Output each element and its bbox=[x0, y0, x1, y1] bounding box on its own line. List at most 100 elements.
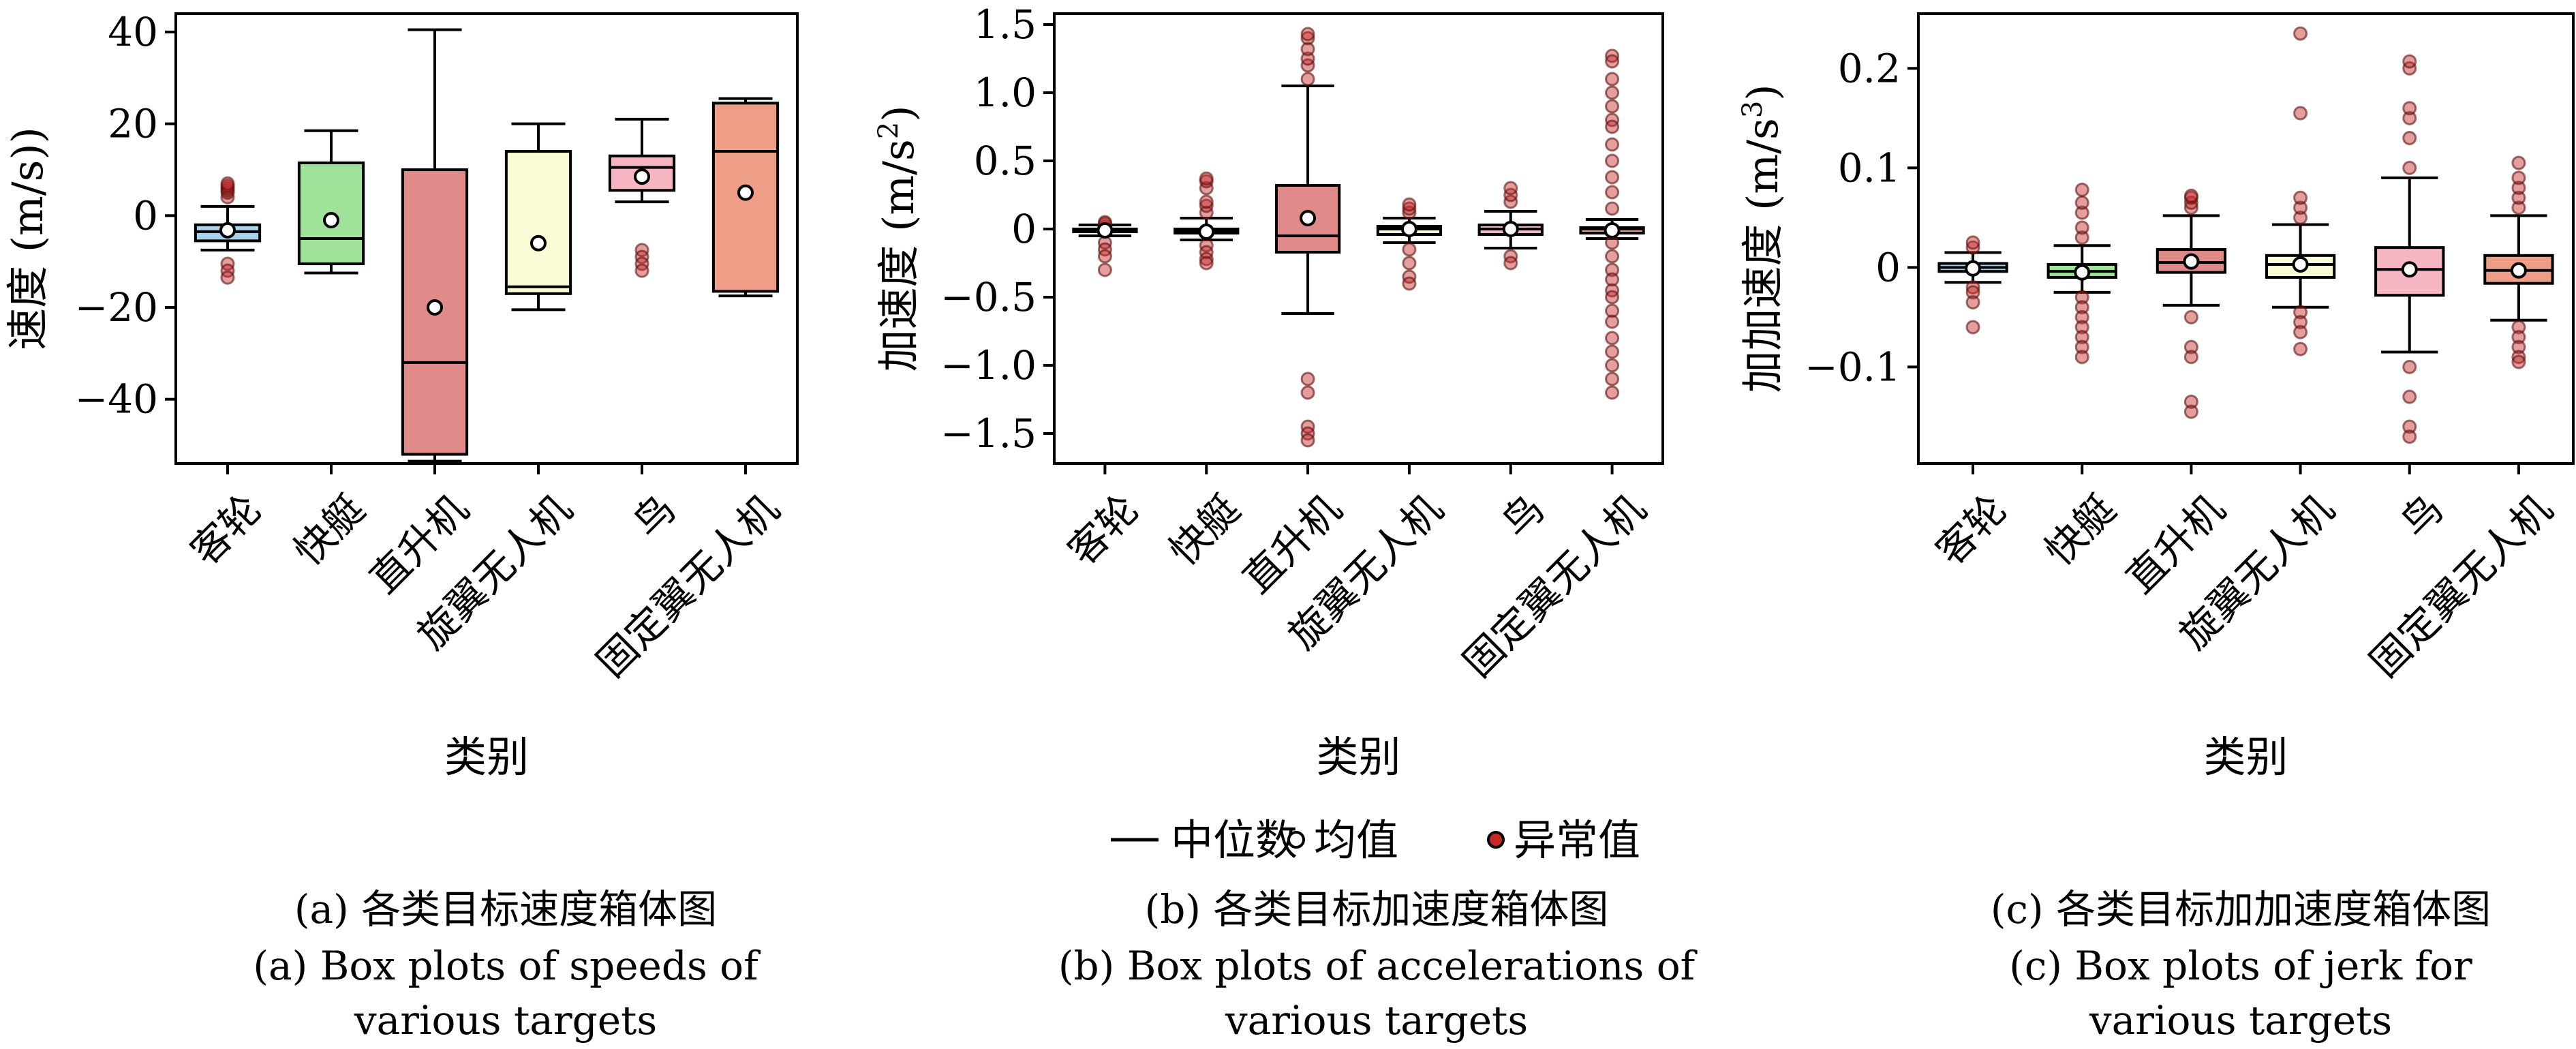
outlier-point bbox=[1402, 256, 1417, 271]
outlier-point bbox=[1605, 185, 1620, 200]
outlier-point bbox=[1965, 294, 1980, 309]
outlier-point bbox=[2293, 324, 2308, 339]
box-5 bbox=[2374, 54, 2445, 444]
legend-outlier-marker bbox=[1487, 831, 1505, 849]
outlier-point bbox=[1605, 262, 1620, 277]
outlier-point bbox=[1605, 385, 1620, 400]
x-category-label: 固定翼无人机 bbox=[587, 485, 788, 686]
outlier-point bbox=[2511, 155, 2526, 170]
x-category-label: 快艇 bbox=[285, 485, 373, 574]
outlier-point bbox=[1605, 99, 1620, 114]
outlier-point bbox=[2511, 354, 2526, 369]
x-axis-label: 类别 bbox=[2203, 732, 2288, 782]
outlier-point bbox=[1605, 201, 1620, 216]
outlier-point bbox=[2402, 101, 2417, 116]
outlier-point bbox=[2074, 309, 2089, 324]
outlier-point bbox=[1605, 272, 1620, 287]
outlier-point bbox=[1402, 242, 1417, 257]
outlier-point bbox=[1605, 119, 1620, 134]
outlier-point bbox=[2074, 339, 2089, 354]
mean-marker bbox=[1965, 260, 1982, 277]
mean-marker bbox=[1300, 210, 1317, 226]
outlier-point bbox=[1605, 85, 1620, 100]
legend-outlier-label: 异常值 bbox=[1514, 815, 1640, 865]
outlier-point bbox=[2074, 195, 2089, 210]
box-6 bbox=[711, 97, 780, 298]
mean-marker bbox=[2183, 253, 2200, 270]
outlier-point bbox=[2402, 131, 2417, 146]
box-2 bbox=[297, 129, 365, 275]
outlier-point bbox=[2183, 350, 2198, 365]
outlier-point bbox=[1402, 201, 1417, 216]
outlier-point bbox=[1199, 252, 1214, 267]
y-tick-label: −0.1 bbox=[1805, 344, 1901, 390]
y-axis-label: 速度 (m/s)) bbox=[3, 127, 52, 350]
outlier-point bbox=[2511, 170, 2526, 185]
box-1 bbox=[1072, 215, 1138, 277]
outlier-point bbox=[2293, 26, 2308, 41]
outlier-point bbox=[2074, 330, 2089, 345]
y-tick-label: 0 bbox=[1875, 244, 1901, 290]
outlier-point bbox=[1605, 153, 1620, 168]
box-3 bbox=[1274, 27, 1341, 448]
plot-frame bbox=[1053, 12, 1664, 465]
outlier-point bbox=[2293, 315, 2308, 330]
outlier-point bbox=[2074, 182, 2089, 197]
outlier-point bbox=[220, 270, 235, 285]
x-category-label: 鸟 bbox=[624, 485, 684, 546]
outlier-point bbox=[1300, 371, 1315, 386]
outlier-point bbox=[2402, 160, 2417, 175]
box-4 bbox=[2265, 26, 2336, 356]
outlier-point bbox=[1199, 256, 1214, 271]
box-2 bbox=[2046, 182, 2117, 365]
outlier-point bbox=[2293, 341, 2308, 356]
outlier-point bbox=[2183, 339, 2198, 354]
x-axis-label: 类别 bbox=[1316, 732, 1400, 782]
outlier-point bbox=[2293, 190, 2308, 205]
outlier-point bbox=[1605, 358, 1620, 373]
box-4 bbox=[1376, 197, 1443, 291]
outlier-point bbox=[1605, 290, 1620, 305]
box-4 bbox=[504, 122, 572, 311]
outlier-point bbox=[1199, 171, 1214, 186]
outlier-point bbox=[2293, 305, 2308, 320]
outlier-point bbox=[2074, 300, 2089, 315]
y-tick-label: 0 bbox=[133, 192, 158, 239]
outlier-point bbox=[1605, 170, 1620, 185]
outlier-point bbox=[1199, 198, 1214, 213]
caption-a-cn: (a) 各类目标速度箱体图 bbox=[294, 886, 717, 932]
x-axis-label: 类别 bbox=[444, 732, 529, 782]
box-iqr bbox=[1274, 184, 1341, 254]
outlier-point bbox=[2293, 200, 2308, 215]
mean-marker bbox=[427, 299, 443, 316]
y-tick-label: −20 bbox=[75, 284, 158, 331]
outlier-point bbox=[2511, 181, 2526, 196]
outlier-point bbox=[1503, 256, 1518, 271]
mean-marker bbox=[530, 234, 547, 252]
x-category-label: 客轮 bbox=[1059, 485, 1148, 574]
outlier-point bbox=[1097, 249, 1112, 264]
outlier-point bbox=[634, 263, 649, 278]
y-tick-label: 1.5 bbox=[974, 1, 1037, 48]
box-iqr bbox=[711, 102, 780, 293]
outlier-point bbox=[2511, 339, 2526, 354]
y-axis-label: 加加速度 (m/s3) bbox=[1737, 84, 1788, 393]
outlier-point bbox=[2511, 350, 2526, 365]
outlier-point bbox=[1605, 331, 1620, 346]
outlier-point bbox=[2183, 404, 2198, 419]
box-6 bbox=[1579, 48, 1645, 400]
outlier-point bbox=[1605, 303, 1620, 318]
x-category-label: 鸟 bbox=[1492, 485, 1553, 546]
outlier-point bbox=[2183, 309, 2198, 324]
box-1 bbox=[194, 176, 262, 285]
box-3 bbox=[2156, 188, 2227, 419]
outlier-point bbox=[1402, 197, 1417, 212]
outlier-point bbox=[1199, 194, 1214, 209]
outlier-point bbox=[1300, 51, 1315, 66]
outlier-point bbox=[220, 176, 235, 191]
mean-marker bbox=[1097, 222, 1114, 239]
y-tick-label: 40 bbox=[108, 9, 158, 55]
outlier-point bbox=[1300, 385, 1315, 400]
